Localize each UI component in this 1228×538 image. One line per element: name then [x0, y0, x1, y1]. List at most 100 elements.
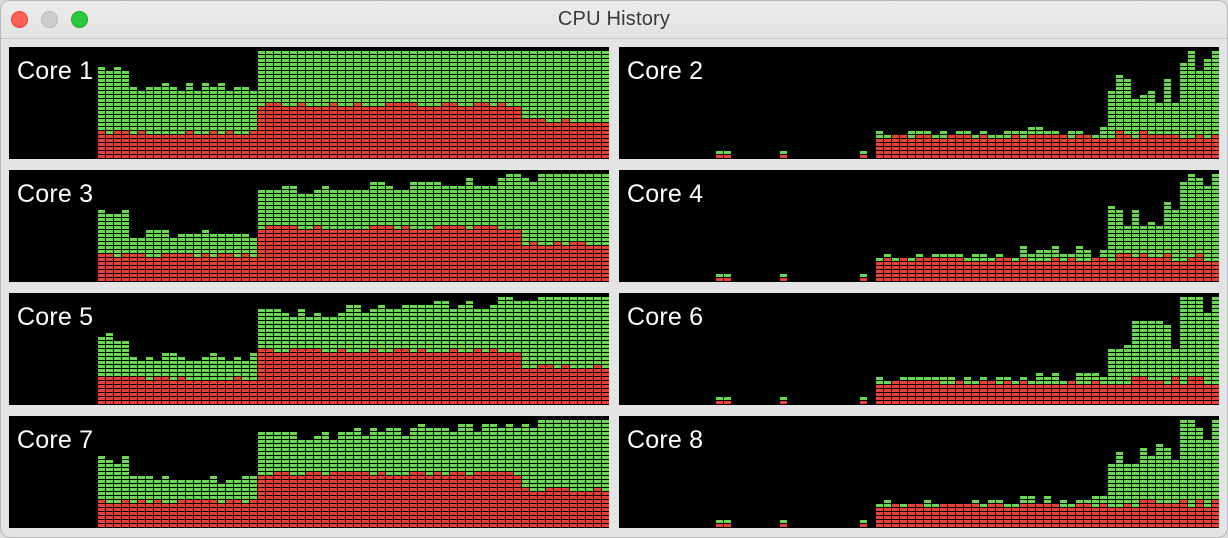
user-load-cell: [290, 67, 297, 70]
close-button[interactable]: [11, 11, 28, 28]
system-load-cell: [258, 246, 265, 249]
system-load-cell: [274, 107, 281, 110]
system-load-cell: [1020, 151, 1027, 154]
system-load-cell: [186, 270, 193, 273]
system-load-cell: [154, 258, 161, 261]
system-load-cell: [1156, 143, 1163, 146]
system-load-cell: [578, 139, 585, 142]
user-load-cell: [290, 75, 297, 78]
system-load-cell: [378, 155, 385, 158]
user-load-cell: [450, 198, 457, 201]
user-load-cell: [418, 63, 425, 66]
user-load-cell: [98, 226, 105, 229]
user-load-cell: [322, 75, 329, 78]
system-load-cell: [178, 381, 185, 384]
user-load-cell: [162, 83, 169, 86]
user-load-cell: [218, 234, 225, 237]
user-load-cell: [1124, 115, 1131, 118]
system-load-cell: [282, 401, 289, 404]
system-load-cell: [1100, 139, 1107, 142]
system-load-cell: [258, 274, 265, 277]
user-load-cell: [266, 55, 273, 58]
user-load-cell: [1132, 115, 1139, 118]
system-load-cell: [306, 369, 313, 372]
system-load-cell: [202, 389, 209, 392]
user-load-cell: [370, 75, 377, 78]
system-load-cell: [924, 274, 931, 277]
user-load-cell: [114, 345, 121, 348]
system-load-cell: [1196, 139, 1203, 142]
user-load-cell: [170, 377, 177, 380]
zoom-button[interactable]: [71, 11, 88, 28]
system-load-cell: [114, 143, 121, 146]
user-load-cell: [442, 55, 449, 58]
system-load-cell: [514, 131, 521, 134]
system-load-cell: [514, 369, 521, 372]
system-load-cell: [594, 127, 601, 130]
user-load-cell: [1212, 242, 1219, 245]
system-load-cell: [1028, 151, 1035, 154]
title-bar[interactable]: CPU History: [1, 1, 1227, 39]
user-load-cell: [258, 333, 265, 336]
system-load-cell: [418, 151, 425, 154]
user-load-cell: [482, 345, 489, 348]
system-load-cell: [458, 389, 465, 392]
system-load-cell: [466, 155, 473, 158]
user-load-cell: [330, 95, 337, 98]
user-load-cell: [490, 206, 497, 209]
user-load-cell: [378, 222, 385, 225]
system-load-cell: [892, 139, 899, 142]
user-load-cell: [450, 190, 457, 193]
user-load-cell: [514, 210, 521, 213]
user-load-cell: [554, 198, 561, 201]
user-load-cell: [1204, 107, 1211, 110]
system-load-cell: [346, 115, 353, 118]
system-load-cell: [354, 123, 361, 126]
system-load-cell: [290, 155, 297, 158]
user-load-cell: [386, 198, 393, 201]
user-load-cell: [194, 119, 201, 122]
user-load-cell: [322, 83, 329, 86]
system-load-cell: [450, 119, 457, 122]
user-load-cell: [362, 329, 369, 332]
user-load-cell: [154, 361, 161, 364]
user-load-cell: [186, 123, 193, 126]
system-load-cell: [386, 135, 393, 138]
user-load-cell: [1140, 238, 1147, 241]
user-load-cell: [370, 214, 377, 217]
user-load-cell: [274, 91, 281, 94]
user-load-cell: [522, 365, 529, 368]
system-load-cell: [546, 127, 553, 130]
user-load-cell: [450, 71, 457, 74]
user-load-cell: [378, 186, 385, 189]
user-load-cell: [1164, 115, 1171, 118]
user-load-cell: [458, 214, 465, 217]
user-load-cell: [242, 91, 249, 94]
system-load-cell: [354, 103, 361, 106]
user-load-cell: [506, 51, 513, 54]
user-load-cell: [202, 242, 209, 245]
user-load-cell: [514, 75, 521, 78]
user-load-cell: [490, 55, 497, 58]
minimize-button[interactable]: [41, 11, 58, 28]
user-load-cell: [394, 67, 401, 70]
user-load-cell: [594, 115, 601, 118]
user-load-cell: [314, 222, 321, 225]
user-load-cell: [530, 194, 537, 197]
user-load-cell: [330, 341, 337, 344]
user-load-cell: [1188, 55, 1195, 58]
system-load-cell: [1116, 135, 1123, 138]
user-load-cell: [514, 194, 521, 197]
system-load-cell: [940, 278, 947, 281]
system-load-cell: [900, 270, 907, 273]
user-load-cell: [306, 333, 313, 336]
system-load-cell: [402, 270, 409, 273]
user-load-cell: [170, 246, 177, 249]
user-load-cell: [322, 67, 329, 70]
user-load-cell: [122, 373, 129, 376]
user-load-cell: [530, 63, 537, 66]
system-load-cell: [362, 246, 369, 249]
system-load-cell: [554, 250, 561, 253]
user-load-cell: [554, 99, 561, 102]
system-load-cell: [162, 139, 169, 142]
